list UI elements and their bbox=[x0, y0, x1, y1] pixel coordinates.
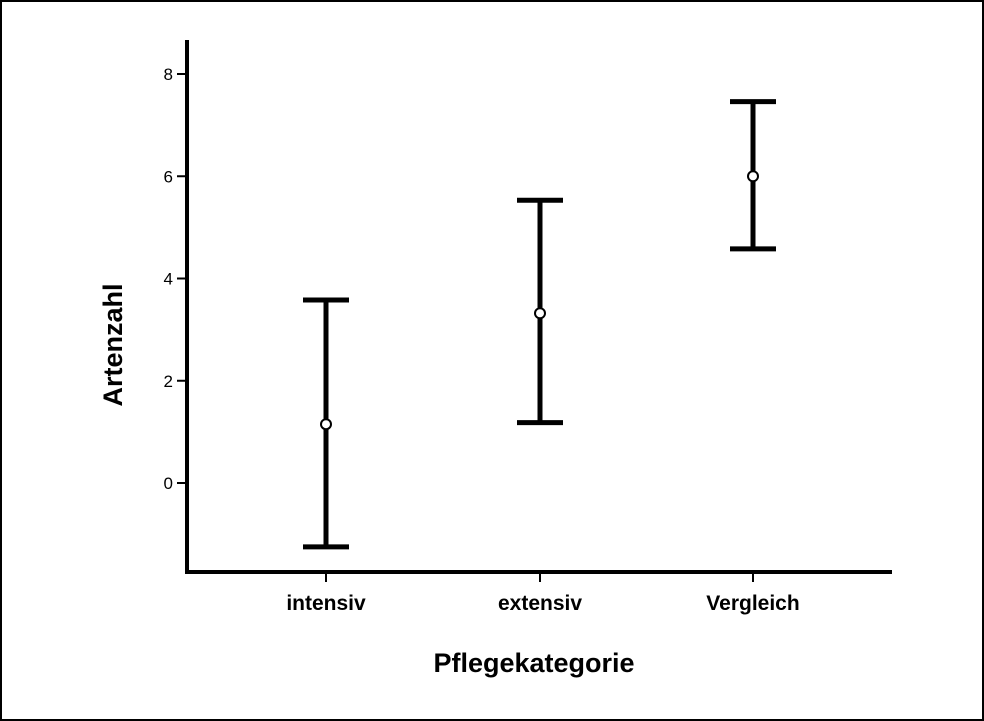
y-axis-title: Artenzahl bbox=[98, 283, 128, 406]
y-tick-label: 8 bbox=[164, 65, 173, 84]
y-ticks: 0 2 4 6 8 bbox=[164, 65, 187, 493]
y-tick-label: 4 bbox=[164, 270, 173, 289]
x-axis-title: Pflegekategorie bbox=[433, 648, 634, 678]
x-tick-label: Vergleich bbox=[706, 592, 799, 615]
error-bars bbox=[303, 99, 776, 550]
mean-marker bbox=[320, 418, 332, 431]
mean-marker bbox=[534, 307, 546, 320]
y-tick-label: 6 bbox=[164, 167, 173, 186]
mean-marker bbox=[747, 170, 759, 183]
y-tick-label: 0 bbox=[164, 474, 173, 493]
x-tick-label: intensiv bbox=[286, 592, 366, 615]
y-tick-label: 2 bbox=[164, 372, 173, 391]
x-ticks: intensiv extensiv Vergleich bbox=[286, 572, 800, 615]
x-tick-label: extensiv bbox=[498, 592, 582, 615]
